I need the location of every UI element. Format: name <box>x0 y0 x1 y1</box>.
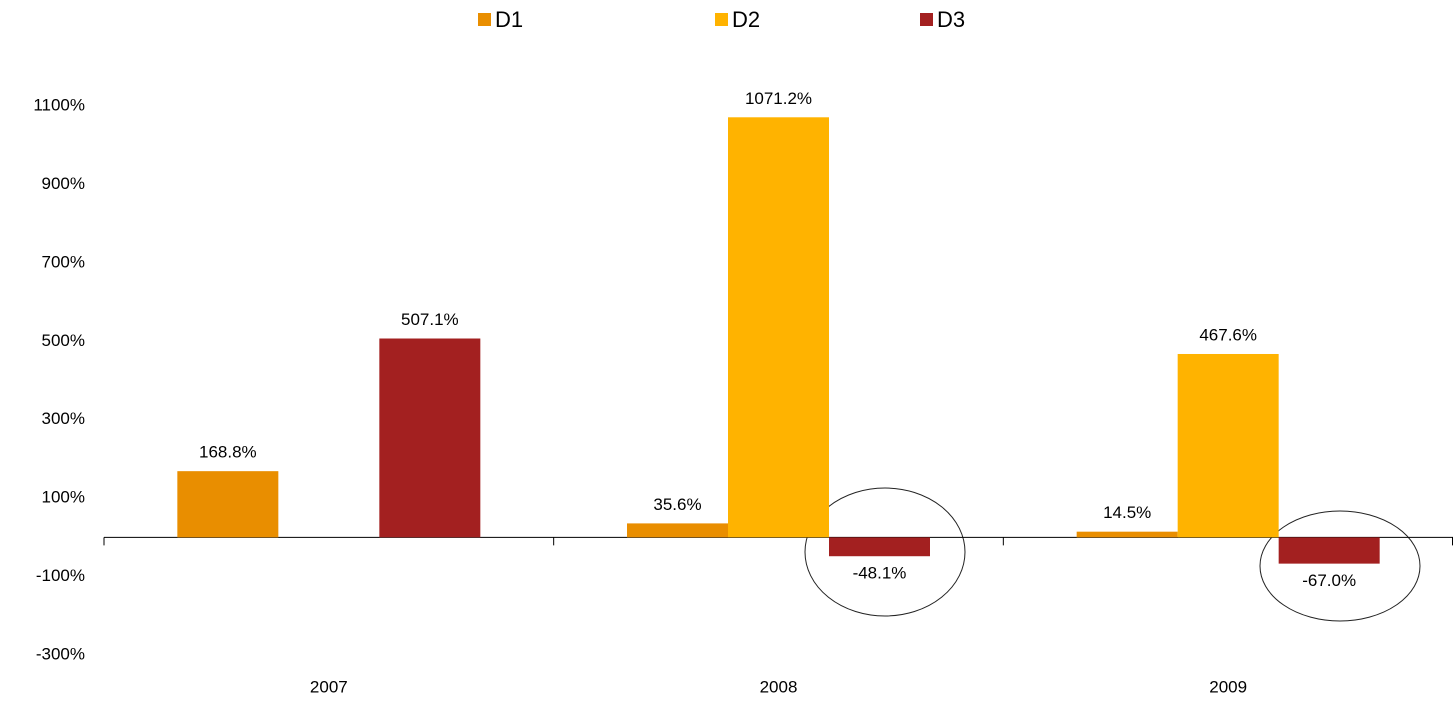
bar <box>728 117 829 538</box>
y-tick-label: 300% <box>42 409 85 428</box>
legend-swatch <box>478 13 491 26</box>
bar <box>1278 537 1380 564</box>
data-label: 168.8% <box>199 443 257 462</box>
y-tick-label: -100% <box>36 566 85 585</box>
bar <box>177 471 279 538</box>
bar <box>627 523 728 538</box>
annotation-circle <box>1259 510 1421 622</box>
bar <box>829 537 930 557</box>
data-label: -67.0% <box>1302 571 1356 590</box>
x-tick-label: 2009 <box>1209 677 1247 696</box>
legend-label: D3 <box>937 7 965 32</box>
y-tick-label: 500% <box>42 331 85 350</box>
y-tick-label: 700% <box>42 252 85 271</box>
data-label: 507.1% <box>401 310 459 329</box>
bar <box>1076 531 1178 538</box>
legend-label: D2 <box>732 7 760 32</box>
legend-label: D1 <box>495 7 523 32</box>
y-tick-label: 1100% <box>33 95 85 114</box>
y-tick-label: 100% <box>42 488 85 507</box>
y-tick-label: 900% <box>42 174 85 193</box>
bar <box>1177 353 1279 538</box>
data-label: -48.1% <box>853 564 907 583</box>
data-label: 1071.2% <box>745 89 812 108</box>
x-tick-label: 2007 <box>310 677 348 696</box>
data-label: 35.6% <box>653 495 701 514</box>
y-tick-label: -300% <box>36 644 85 663</box>
data-label: 14.5% <box>1103 503 1151 522</box>
x-tick-label: 2008 <box>760 677 798 696</box>
legend-swatch <box>920 13 933 26</box>
bar <box>379 338 481 538</box>
data-label: 467.6% <box>1199 325 1257 344</box>
annotation-circle <box>804 487 966 617</box>
legend-swatch <box>715 13 728 26</box>
